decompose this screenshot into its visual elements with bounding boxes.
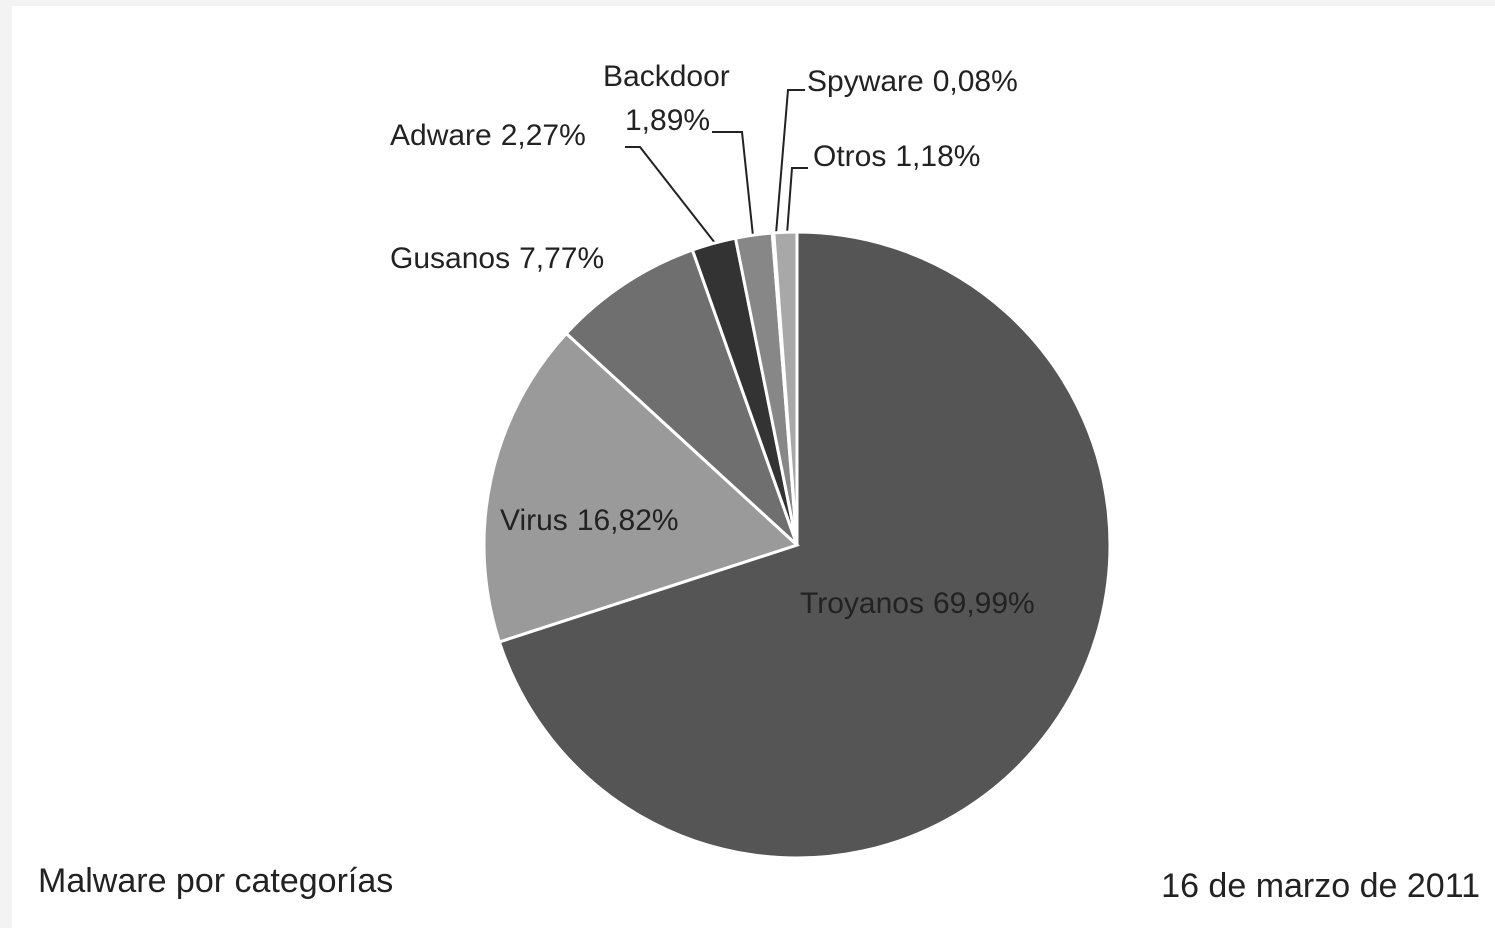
value-label: 1,18% xyxy=(895,140,980,173)
slice-label: Backdoor xyxy=(603,60,730,93)
chart-subtitle: 16 de marzo de 2011 xyxy=(1161,867,1480,905)
category-name: Gusanos xyxy=(390,242,510,275)
value-label: 0,08% xyxy=(933,65,1018,98)
chart-title: Malware por categorías xyxy=(38,862,393,900)
pie xyxy=(482,230,1112,860)
slice-label: Troyanos 69,99% xyxy=(800,587,1035,620)
category-name: Otros xyxy=(813,140,886,173)
value-label: 69,99% xyxy=(933,587,1035,620)
slice-label: Adware 2,27% xyxy=(390,119,586,152)
leader-line xyxy=(786,167,808,235)
pie-slice xyxy=(497,230,1112,860)
slice-label: Otros 1,18% xyxy=(813,140,980,173)
value-label: 7,77% xyxy=(519,242,604,275)
category-name: Adware xyxy=(390,119,492,152)
category-name: Troyanos xyxy=(800,587,924,620)
pie-slice xyxy=(482,331,800,644)
category-name: Spyware xyxy=(807,65,924,98)
category-name: Virus xyxy=(500,504,568,537)
value-label: 1,89% xyxy=(625,104,710,137)
slice-label: Spyware 0,08% xyxy=(807,65,1018,98)
pie-slice xyxy=(564,248,799,547)
leader-line xyxy=(712,131,754,237)
leader-line xyxy=(625,146,716,244)
leader-line xyxy=(775,89,805,235)
value-label: 16,82% xyxy=(577,504,679,537)
slice-label: Virus 16,82% xyxy=(500,504,679,537)
slice-label: Gusanos 7,77% xyxy=(390,242,604,275)
pie-slice xyxy=(772,230,799,546)
value-label: 2,27% xyxy=(501,119,586,152)
